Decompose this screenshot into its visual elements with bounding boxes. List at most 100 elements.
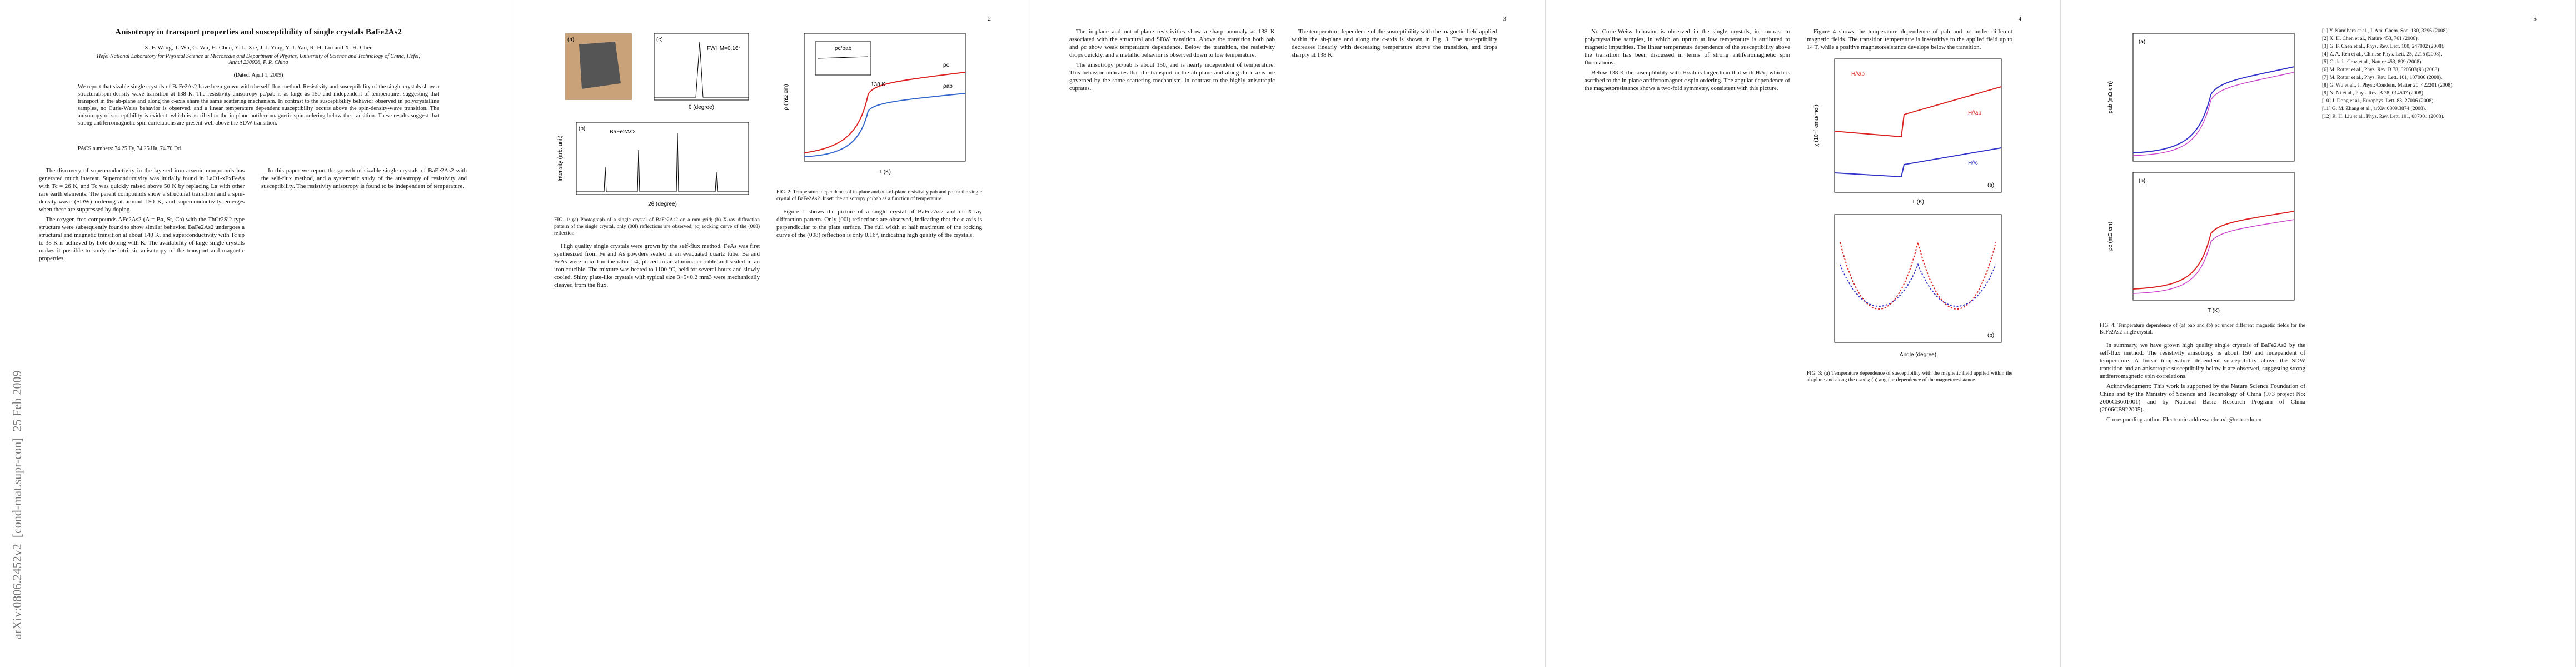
affiliation: Hefei National Laboratory for Physical S… — [97, 53, 420, 66]
caption: FIG. 2: Temperature dependence of in-pla… — [776, 190, 982, 202]
reference: [2] X. H. Chen et al., Nature 453, 761 (… — [2322, 36, 2419, 42]
figure-3: H//ab H//ab H//c (a) T (K) χ (10⁻³ emu/m… — [1813, 58, 2002, 358]
figure-4: (a) ρab (mΩ cm) (b) ρc (mΩ cm) T (K) — [2107, 33, 2295, 314]
axis-label: T (K) — [879, 169, 891, 175]
reference: [4] Z. A. Ren et al., Chinese Phys. Lett… — [2322, 52, 2442, 57]
reference: [7] M. Rotter et al., Phys. Rev. Lett. 1… — [2322, 75, 2443, 81]
annotation: 138 K — [871, 82, 885, 88]
axes — [804, 33, 966, 162]
paragraph: In summary, we have grown high quality s… — [2100, 342, 2305, 380]
page-number: 4 — [2018, 16, 2022, 22]
pacs: PACS numbers: 74.25.Fy, 74.25.Ha, 74.70.… — [78, 146, 181, 152]
axis-label: T (K) — [1912, 199, 1924, 205]
panel-label: (b) — [579, 126, 585, 132]
paragraph: Figure 4 shows the temperature dependenc… — [1807, 28, 2012, 51]
curve — [818, 56, 869, 59]
column: (a) (c) FWHM=0.16° θ (degree) (b) BaFe2A… — [554, 28, 760, 291]
axis-label: ρ (mΩ cm) — [783, 84, 789, 110]
curve — [1834, 147, 2002, 178]
reference: [1] Y. Kamihara et al., J. Am. Chem. Soc… — [2322, 28, 2449, 34]
page: 5 (a) ρab (mΩ cm) (b) ρc (mΩ cm) T (K) F… — [2061, 0, 2576, 667]
curve — [1834, 86, 2002, 138]
curve — [2132, 211, 2295, 290]
page-number: 3 — [1503, 16, 1507, 22]
paragraph: The in-plane and out-of-plane resistivit… — [1069, 28, 1275, 58]
axis-label: ρab (mΩ cm) — [2107, 81, 2114, 113]
curve — [2132, 66, 2295, 153]
column: Figure 4 shows the temperature dependenc… — [1807, 28, 2012, 389]
reference: [5] C. de la Cruz et al., Nature 453, 89… — [2322, 59, 2423, 65]
axes — [1834, 58, 2002, 193]
paragraph: Acknowledgment: This work is supported b… — [2100, 383, 2305, 413]
reference: [3] G. F. Chen et al., Phys. Rev. Lett. … — [2322, 44, 2445, 49]
page-number: 5 — [2533, 16, 2537, 22]
caption: FIG. 1: (a) Photograph of a single cryst… — [554, 217, 760, 236]
panel-label: (a) — [567, 37, 574, 43]
axis-label: Angle (degree) — [1900, 352, 1936, 358]
figure-1: (a) (c) FWHM=0.16° θ (degree) (b) BaFe2A… — [557, 33, 749, 207]
axes — [576, 122, 749, 195]
reference: [9] N. Ni et al., Phys. Rev. B 78, 01450… — [2322, 91, 2425, 96]
reference: [11] G. M. Zhang et al., arXiv:0809.3874… — [2322, 106, 2426, 112]
crystal — [579, 42, 621, 89]
axis-label: ρc (mΩ cm) — [2107, 222, 2114, 251]
column: ρc ρab 138 K ρc/ρab T (K) ρ (mΩ cm) FIG.… — [776, 28, 982, 241]
panel-label: (b) — [2139, 178, 2145, 184]
paragraph: Figure 1 shows the picture of a single c… — [776, 208, 982, 238]
legend-label: H//ab — [1851, 71, 1865, 77]
annotation: FWHM=0.16° — [707, 46, 740, 52]
legend-label: ρc — [943, 62, 949, 68]
reference: [8] G. Wu et al., J. Phys.: Condens. Mat… — [2322, 83, 2454, 88]
reference: [12] R. H. Liu et al., Phys. Rev. Lett. … — [2322, 114, 2444, 120]
caption: FIG. 4: Temperature dependence of (a) ρa… — [2100, 323, 2305, 335]
reference: [10] J. Dong et al., Europhys. Lett. 83,… — [2322, 98, 2435, 104]
figure-2: ρc ρab 138 K ρc/ρab T (K) ρ (mΩ cm) — [783, 33, 966, 175]
authors: X. F. Wang, T. Wu, G. Wu, H. Chen, Y. L.… — [144, 44, 373, 51]
curve — [804, 93, 966, 157]
paragraph: The anisotropy ρc/ρab is about 150, and … — [1069, 62, 1275, 92]
curve — [2132, 72, 2295, 156]
abstract: We report that sizable single crystals o… — [78, 84, 439, 126]
paragraph: The discovery of superconductivity in th… — [39, 167, 245, 213]
page: 3 The in-plane and out-of-plane resistiv… — [1030, 0, 1546, 667]
column: The temperature dependence of the suscep… — [1292, 28, 1497, 61]
axes — [654, 33, 749, 101]
paragraph: Corresponding author. Electronic address… — [2106, 416, 2262, 423]
page-number: 2 — [988, 16, 991, 22]
column: No Curie-Weiss behavior is observed in t… — [1585, 28, 1790, 94]
axis-label: 2θ (degree) — [648, 201, 677, 207]
column: (a) ρab (mΩ cm) (b) ρc (mΩ cm) T (K) FIG… — [2100, 28, 2305, 426]
curve — [1840, 242, 1996, 310]
column: In this paper we report the growth of si… — [261, 167, 467, 192]
page: arXiv:0806.2452v2 [cond-mat.supr-con] 25… — [0, 0, 515, 667]
arxiv-stamp: arXiv:0806.2452v2 [cond-mat.supr-con] 25… — [10, 370, 24, 639]
page: 4 No Curie-Weiss behavior is observed in… — [1546, 0, 2061, 667]
reference: [6] M. Rotter et al., Phys. Rev. B 78, 0… — [2322, 67, 2440, 73]
paragraph: The oxygen-free compounds AFe2As2 (A = B… — [39, 216, 245, 262]
axes — [1834, 214, 2002, 343]
curve — [1840, 263, 1996, 307]
legend-label: H//c — [1968, 160, 1978, 166]
legend-label: H//ab — [1968, 110, 1981, 116]
panel-label: (a) — [2139, 39, 2145, 45]
paragraph: The temperature dependence of the suscep… — [1292, 28, 1497, 58]
panel-label: (b) — [1987, 332, 1994, 339]
axis-label: T (K) — [2208, 308, 2220, 314]
curve — [2132, 219, 2295, 294]
panel-label: (c) — [656, 37, 663, 43]
axes — [2132, 33, 2295, 162]
curve — [576, 133, 749, 192]
references: [1] Y. Kamihara et al., J. Am. Chem. Soc… — [2322, 28, 2528, 121]
panel-label: (a) — [1987, 182, 1994, 188]
axes — [2132, 172, 2295, 301]
legend-label: ρab — [943, 83, 953, 89]
annotation: BaFe2As2 — [610, 129, 636, 135]
title: Anisotropy in transport properties and s… — [115, 28, 402, 37]
axis-label: χ (10⁻³ emu/mol) — [1813, 104, 1820, 147]
paragraph: In this paper we report the growth of si… — [261, 167, 467, 190]
date: (Dated: April 1, 2009) — [233, 72, 283, 78]
caption: FIG. 3: (a) Temperature dependence of su… — [1807, 371, 2012, 383]
paragraph: No Curie-Weiss behavior is observed in t… — [1585, 28, 1790, 66]
inset-label: ρc/ρab — [835, 46, 852, 52]
curve — [654, 41, 749, 98]
